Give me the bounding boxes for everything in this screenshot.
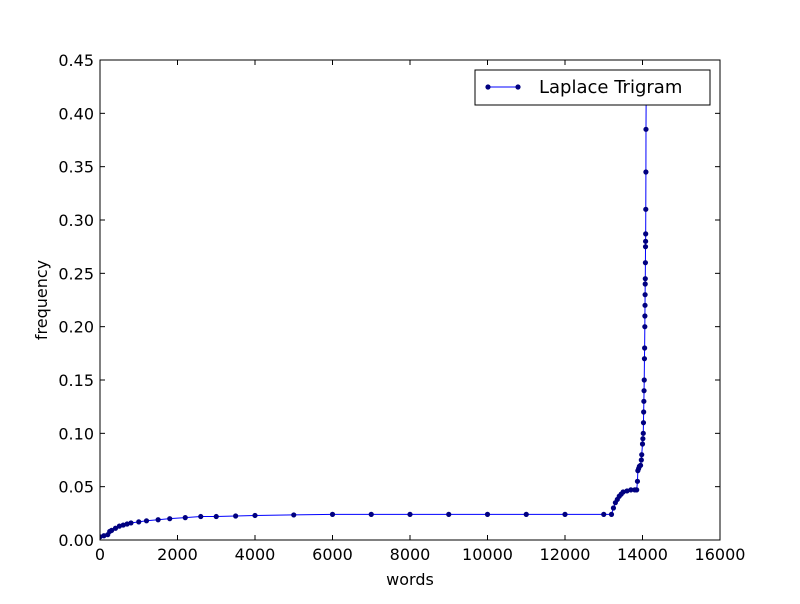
- data-point: [641, 409, 647, 415]
- data-point: [252, 512, 258, 519]
- data-point: [641, 398, 647, 404]
- data-point: [446, 511, 452, 518]
- x-tick-label: 8000: [390, 545, 431, 564]
- data-point: [639, 452, 645, 458]
- data-point: [642, 324, 648, 330]
- data-point: [641, 377, 647, 383]
- data-point: [128, 520, 134, 526]
- legend: Laplace Trigram: [474, 69, 711, 106]
- y-tick-label: 0.25: [58, 264, 94, 283]
- data-point: [638, 457, 644, 463]
- data-point: [642, 260, 649, 266]
- y-tick-label: 0.00: [58, 531, 94, 550]
- data-point: [641, 388, 647, 394]
- x-tick-label: 2000: [157, 545, 198, 564]
- x-tick-label: 0: [95, 545, 105, 564]
- data-point: [109, 527, 115, 534]
- y-tick-label: 0.20: [58, 318, 94, 337]
- data-point: [608, 511, 615, 518]
- data-point: [634, 478, 641, 484]
- data-point: [640, 430, 646, 436]
- data-point: [642, 244, 649, 250]
- data-point: [642, 292, 648, 298]
- legend-marker: [515, 84, 521, 90]
- y-tick-label: 0.30: [58, 211, 94, 230]
- y-tick-label: 0.15: [58, 371, 94, 390]
- data-point: [182, 514, 188, 521]
- data-point: [136, 519, 142, 525]
- data-point: [642, 238, 649, 244]
- data-point: [329, 511, 336, 518]
- y-tick-label: 0.10: [58, 424, 94, 443]
- data-point: [639, 441, 646, 447]
- y-axis: 0.00 0.05 0.10 0.15 0.20 0.25 0.30 0.35 0.40 0.45: [58, 51, 720, 550]
- y-tick-label: 0.35: [58, 158, 94, 177]
- data-point: [213, 513, 219, 520]
- x-axis-label: words: [386, 570, 434, 589]
- y-tick-label: 0.40: [58, 104, 94, 123]
- x-tick-label: 12000: [540, 545, 591, 564]
- data-point: [643, 206, 649, 212]
- data-point: [642, 281, 648, 287]
- data-point: [291, 512, 297, 518]
- legend-marker: [485, 84, 491, 90]
- x-axis: 0 2000 4000 6000 8000 10000 12000 14000 16000: [95, 60, 746, 564]
- data-point: [641, 356, 648, 362]
- data-point: [643, 231, 649, 237]
- x-tick-label: 4000: [235, 545, 276, 564]
- legend-label: Laplace Trigram: [539, 77, 682, 98]
- data-point: [601, 511, 607, 518]
- data-point: [642, 276, 648, 282]
- data-point: [610, 505, 617, 511]
- data-point: [198, 513, 204, 520]
- x-tick-label: 6000: [312, 545, 353, 564]
- data-point: [368, 511, 374, 518]
- data-point: [562, 511, 568, 518]
- data-point: [643, 169, 649, 175]
- data-point: [167, 516, 173, 522]
- data-point: [640, 420, 647, 426]
- y-tick-label: 0.05: [58, 478, 94, 497]
- data-point: [634, 487, 640, 493]
- data-point: [642, 313, 648, 319]
- data-point: [233, 513, 239, 519]
- data-point: [143, 518, 150, 524]
- x-tick-label: 14000: [617, 545, 668, 564]
- x-tick-label: 16000: [695, 545, 746, 564]
- data-point: [484, 511, 491, 518]
- data-point: [642, 302, 648, 308]
- data-point: [112, 525, 119, 531]
- data-point: [155, 517, 161, 523]
- x-tick-label: 10000: [462, 545, 513, 564]
- data-point: [407, 511, 413, 518]
- series-layer: [100, 89, 649, 540]
- data-point: [642, 345, 648, 351]
- y-axis-label: frequency: [32, 260, 51, 340]
- data-point: [643, 126, 649, 132]
- data-point: [637, 462, 644, 468]
- y-tick-label: 0.45: [58, 51, 94, 70]
- data-point: [640, 436, 646, 442]
- data-point: [523, 511, 529, 518]
